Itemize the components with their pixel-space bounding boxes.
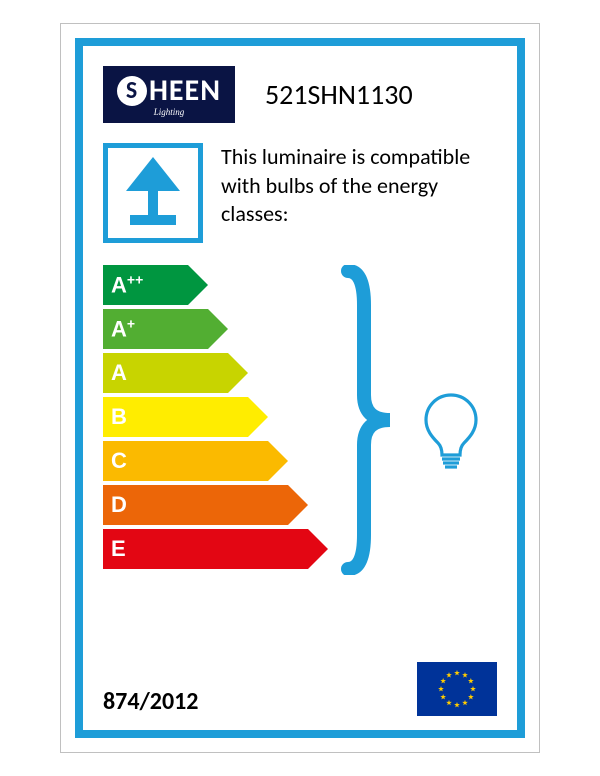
lamp-icon <box>118 153 188 233</box>
info-row: This luminaire is compatible with bulbs … <box>83 133 517 265</box>
lamp-icon-box <box>103 143 203 243</box>
brand-initial: S <box>117 76 147 106</box>
energy-bar-a++: A++ <box>103 265 328 305</box>
energy-bar-a: A <box>103 353 328 393</box>
energy-bar-label: B <box>111 404 127 430</box>
energy-bar-a+: A+ <box>103 309 328 349</box>
energy-bar-label: D <box>111 492 127 518</box>
bracket-area <box>328 265 528 652</box>
footer-row: 874/2012 <box>83 652 517 730</box>
energy-bar-c: C <box>103 441 328 481</box>
energy-bar-label: A <box>111 360 127 386</box>
energy-bar-label: E <box>111 536 126 562</box>
energy-bars: A++ A+ ABCDE <box>103 265 328 652</box>
eu-flag-icon <box>417 662 497 716</box>
energy-bar-d: D <box>103 485 328 525</box>
regulation-number: 874/2012 <box>103 687 198 716</box>
model-number: 521SHN1130 <box>265 77 413 112</box>
brand-rest: HEEN <box>149 76 221 106</box>
outer-frame: SHEEN Lighting 521SHN1130 This luminaire… <box>60 23 540 753</box>
energy-bar-label: A+ <box>111 315 135 342</box>
bracket-icon <box>328 265 528 575</box>
brand-subtitle: Lighting <box>154 108 185 117</box>
brand-badge: SHEEN Lighting <box>103 66 235 123</box>
energy-bar-label: C <box>111 448 127 474</box>
energy-bar-b: B <box>103 397 328 437</box>
chart-area: A++ A+ ABCDE <box>83 265 517 652</box>
brand-name: SHEEN <box>117 76 221 106</box>
compatibility-text: This luminaire is compatible with bulbs … <box>221 143 497 243</box>
energy-bar-e: E <box>103 529 328 569</box>
energy-bar-label: A++ <box>111 271 143 298</box>
header-row: SHEEN Lighting 521SHN1130 <box>83 46 517 133</box>
energy-label: SHEEN Lighting 521SHN1130 This luminaire… <box>75 38 525 738</box>
